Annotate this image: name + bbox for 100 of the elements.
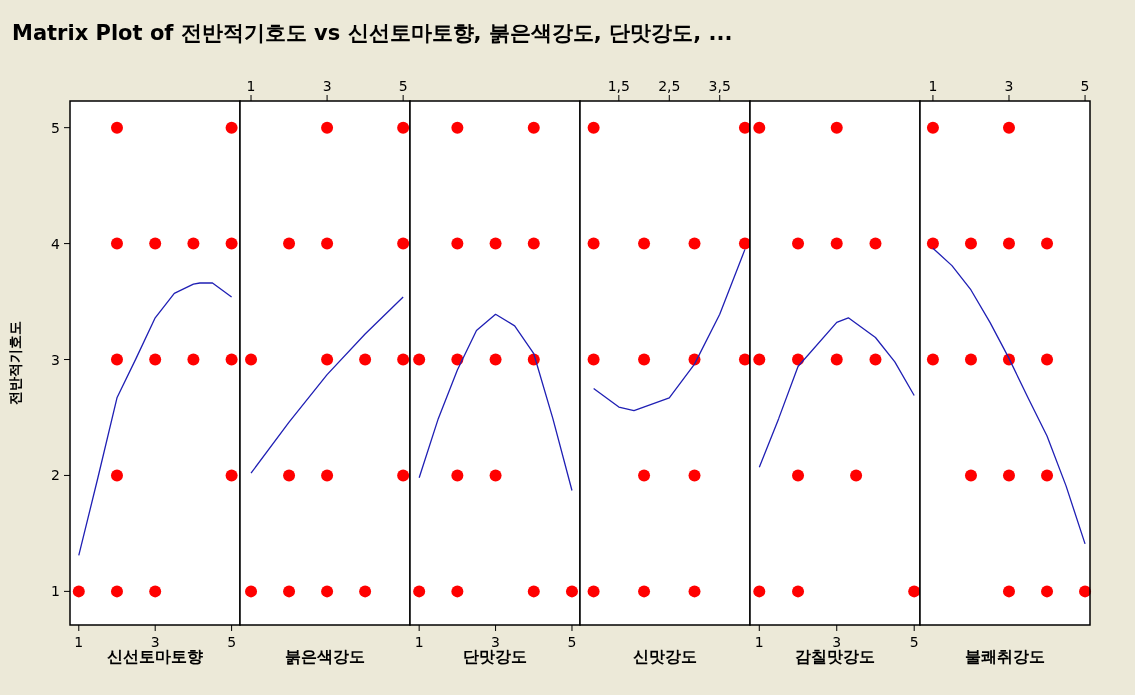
point bbox=[397, 237, 410, 250]
point bbox=[489, 237, 502, 250]
point bbox=[869, 237, 882, 250]
point bbox=[451, 469, 464, 482]
point bbox=[638, 469, 651, 482]
x-tick-label: 5 bbox=[1080, 78, 1090, 94]
point bbox=[565, 585, 578, 598]
x-tick-label: 1,5 bbox=[607, 78, 630, 94]
point bbox=[283, 469, 296, 482]
point bbox=[413, 353, 426, 366]
point bbox=[792, 469, 805, 482]
point bbox=[397, 353, 410, 366]
point bbox=[964, 469, 977, 482]
point bbox=[359, 585, 372, 598]
point bbox=[830, 353, 843, 366]
x-axis-title: 불쾌취강도 bbox=[965, 647, 1045, 666]
point bbox=[149, 353, 162, 366]
point bbox=[587, 237, 600, 250]
point bbox=[225, 469, 238, 482]
point bbox=[753, 121, 766, 134]
y-tick-label: 2 bbox=[51, 467, 60, 484]
point bbox=[413, 585, 426, 598]
point bbox=[527, 121, 540, 134]
point bbox=[926, 353, 939, 366]
point bbox=[225, 353, 238, 366]
point bbox=[753, 353, 766, 366]
point bbox=[1041, 353, 1054, 366]
point bbox=[245, 585, 258, 598]
point bbox=[489, 353, 502, 366]
point bbox=[225, 121, 238, 134]
x-tick-label: 1 bbox=[754, 634, 764, 650]
x-axis-title: 신선토마토향 bbox=[107, 647, 203, 666]
x-tick-label: 1 bbox=[414, 634, 424, 650]
y-tick-label: 3 bbox=[51, 351, 60, 368]
point bbox=[908, 585, 921, 598]
point bbox=[869, 353, 882, 366]
point bbox=[964, 353, 977, 366]
point bbox=[359, 353, 372, 366]
point bbox=[321, 121, 334, 134]
x-axis-title: 단맛강도 bbox=[463, 647, 527, 666]
x-tick-label: 3 bbox=[1004, 78, 1014, 94]
line-series bbox=[78, 282, 233, 557]
x-tick-label: 3 bbox=[491, 634, 501, 650]
point bbox=[110, 237, 123, 250]
x-axis-title: 감칠맛강도 bbox=[795, 647, 875, 666]
point bbox=[1002, 121, 1015, 134]
point bbox=[283, 585, 296, 598]
point bbox=[321, 353, 334, 366]
point bbox=[1002, 237, 1015, 250]
point bbox=[850, 469, 863, 482]
x-tick-label: 3 bbox=[832, 634, 842, 650]
x-tick-label: 3,5 bbox=[708, 78, 731, 94]
point bbox=[321, 237, 334, 250]
point bbox=[587, 353, 600, 366]
point bbox=[830, 121, 843, 134]
point bbox=[638, 237, 651, 250]
point bbox=[753, 585, 766, 598]
point bbox=[110, 469, 123, 482]
y-tick-label: 1 bbox=[51, 583, 60, 600]
point bbox=[688, 585, 701, 598]
point bbox=[792, 237, 805, 250]
point bbox=[527, 585, 540, 598]
point bbox=[110, 585, 123, 598]
x-tick-label: 2,5 bbox=[658, 78, 681, 94]
x-tick-label: 1 bbox=[928, 78, 938, 94]
point bbox=[187, 353, 200, 366]
point bbox=[1002, 585, 1015, 598]
x-tick-label: 1 bbox=[246, 78, 256, 94]
x-axis-title: 신맛강도 bbox=[633, 647, 697, 666]
point bbox=[187, 237, 200, 250]
point bbox=[792, 585, 805, 598]
point bbox=[638, 353, 651, 366]
point bbox=[451, 121, 464, 134]
point bbox=[926, 237, 939, 250]
point bbox=[110, 121, 123, 134]
point bbox=[397, 469, 410, 482]
point bbox=[587, 585, 600, 598]
point bbox=[321, 585, 334, 598]
point bbox=[110, 353, 123, 366]
point bbox=[527, 237, 540, 250]
point bbox=[451, 237, 464, 250]
point bbox=[225, 237, 238, 250]
text: Matrix Plot of 전반적기호도 vs 신선토마토향, 붉은색강도, 단맛강도, ... bbox=[12, 21, 733, 45]
point bbox=[926, 121, 939, 134]
point bbox=[1041, 585, 1054, 598]
point bbox=[1041, 469, 1054, 482]
x-tick-label: 5 bbox=[398, 78, 408, 94]
x-tick-label: 1 bbox=[74, 634, 84, 650]
point bbox=[397, 121, 410, 134]
point bbox=[964, 237, 977, 250]
x-tick-label: 5 bbox=[227, 634, 237, 650]
point bbox=[638, 585, 651, 598]
x-tick-label: 3 bbox=[150, 634, 160, 650]
point bbox=[149, 585, 162, 598]
x-tick-label: 3 bbox=[322, 78, 332, 94]
point bbox=[283, 237, 296, 250]
point bbox=[72, 585, 85, 598]
point bbox=[451, 585, 464, 598]
point bbox=[245, 353, 258, 366]
y-tick-label: 5 bbox=[51, 119, 60, 136]
